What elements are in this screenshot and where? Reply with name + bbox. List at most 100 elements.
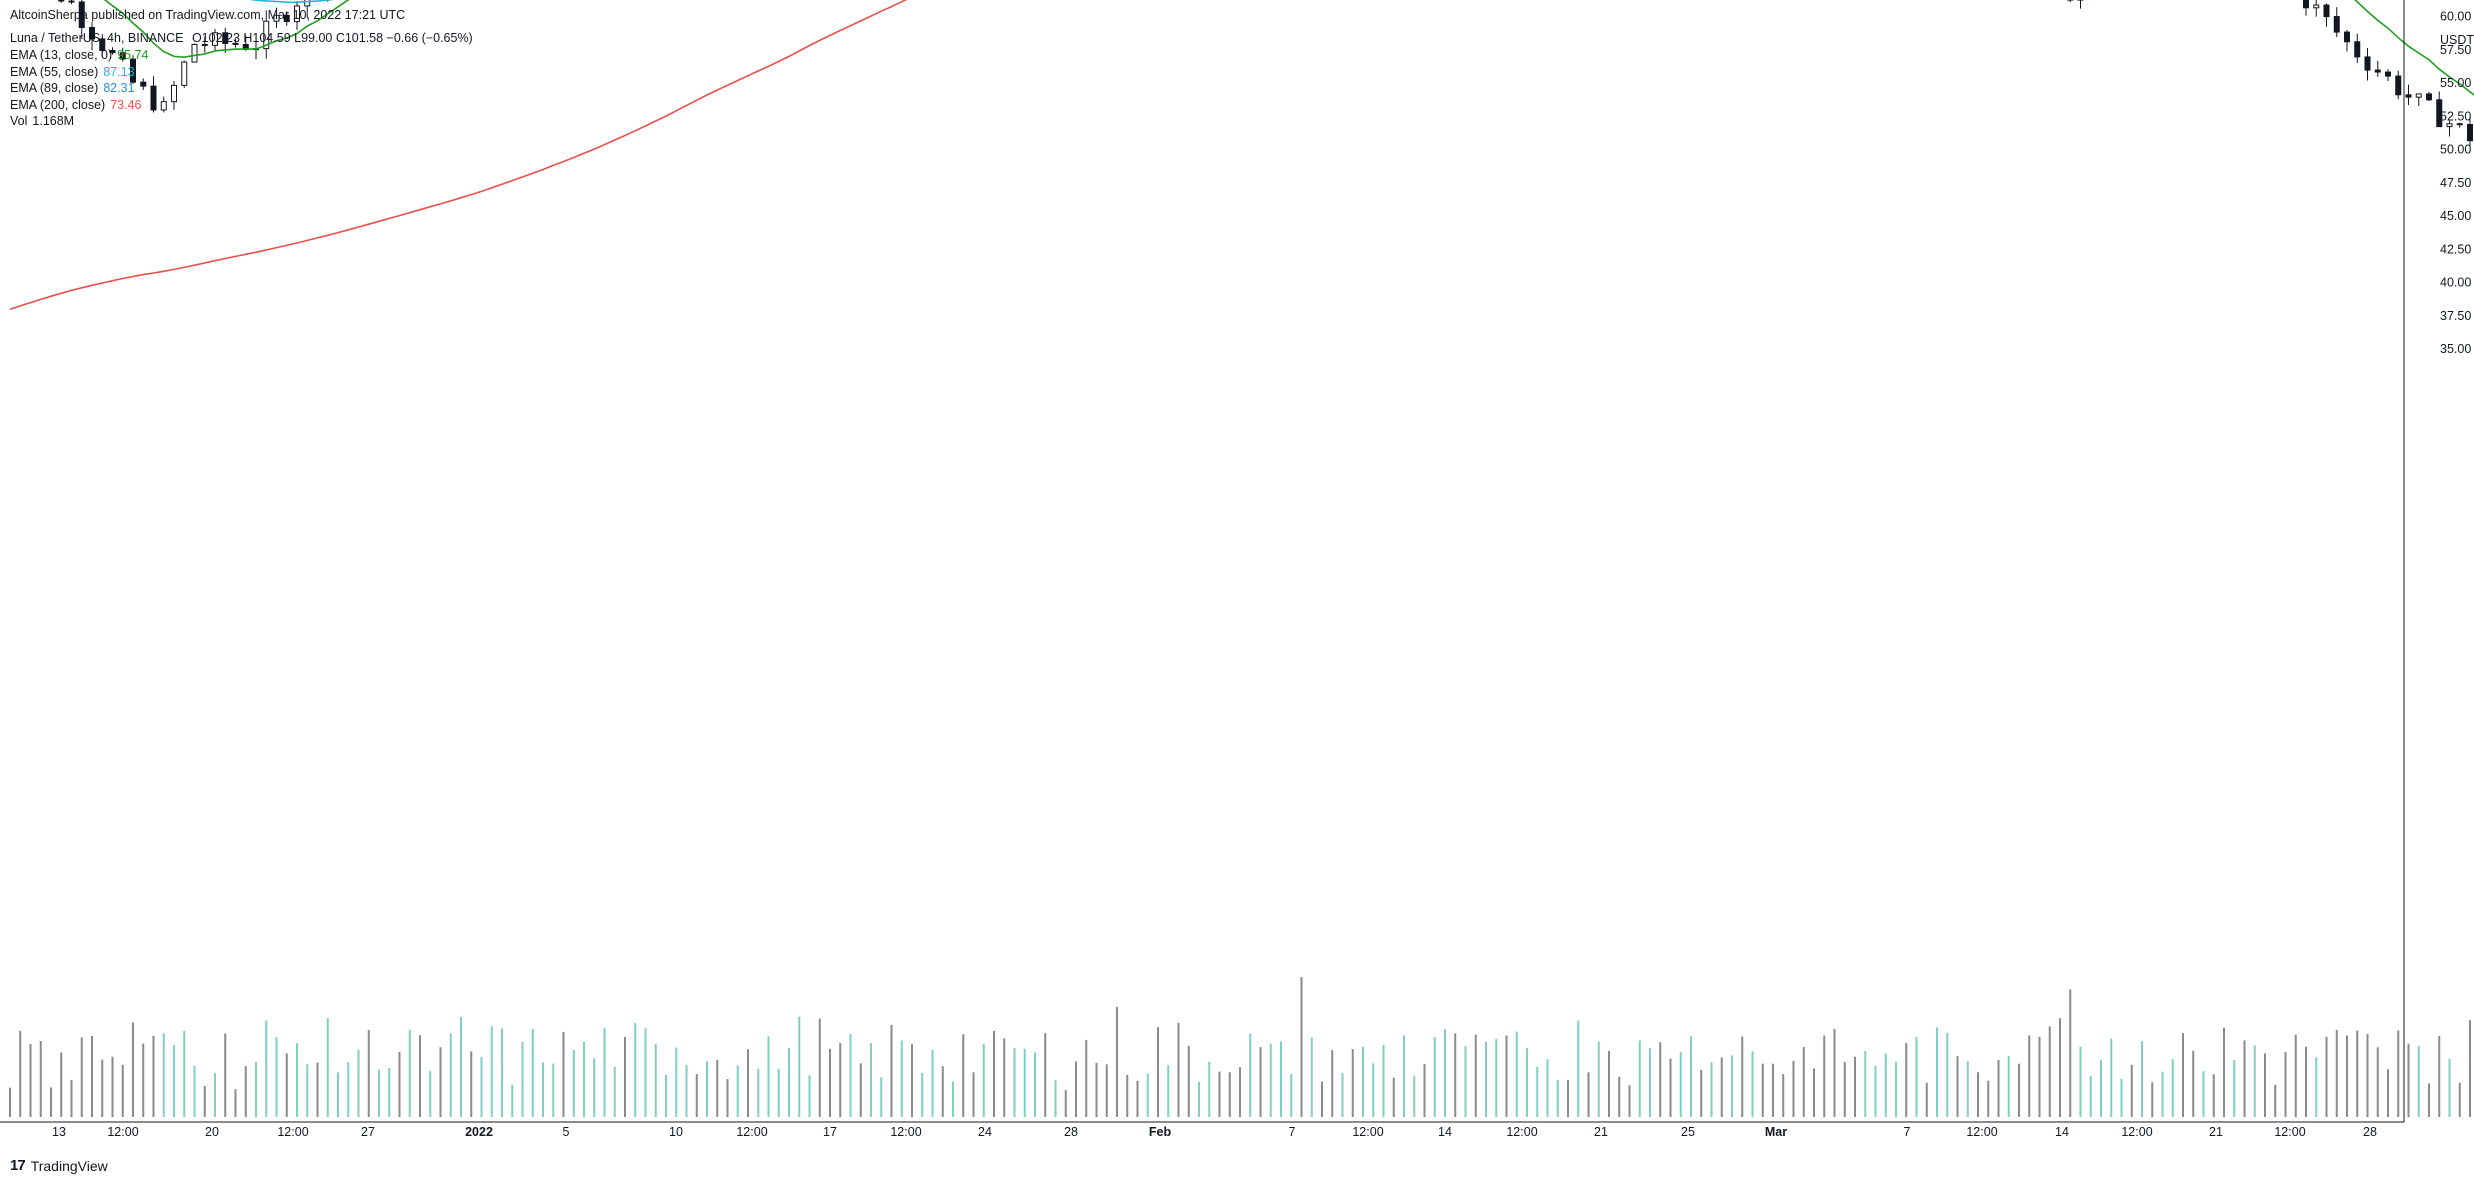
volume-bar [1362, 1046, 1364, 1117]
volume-bar [695, 1074, 698, 1117]
volume-bar [378, 1069, 380, 1117]
volume-bar [1187, 1045, 1190, 1117]
volume-bar [1116, 1006, 1118, 1117]
volume-bar [2346, 1035, 2348, 1117]
volume-bar [624, 1037, 626, 1117]
volume-bar [91, 1035, 93, 1117]
volume-bar [603, 1027, 606, 1117]
candle-body [304, 0, 311, 7]
volume-bar [634, 1023, 637, 1117]
brand-text: TradingView [30, 1157, 108, 1174]
volume-bar [398, 1051, 401, 1117]
volume-bar [798, 1016, 801, 1117]
candle-body [2354, 41, 2361, 58]
volume-bar [2048, 1026, 2051, 1117]
volume-bar [2223, 1027, 2225, 1117]
candle-body [58, 0, 65, 2]
indicator-value: 1.168M [32, 114, 75, 128]
price-tick-label: 52.50 [2440, 109, 2471, 123]
volume-bar [1167, 1065, 1170, 1117]
candle-body [68, 0, 75, 3]
volume-bar [2110, 1038, 2113, 1117]
volume-bar [2151, 1082, 2154, 1117]
volume-bar [542, 1062, 544, 1117]
volume-bar [1813, 1068, 1815, 1117]
tradingview-brand[interactable]: 17 TradingView [10, 1157, 108, 1174]
candle-body [222, 32, 229, 44]
candle-body [212, 32, 218, 46]
time-tick-label: 24 [978, 1125, 992, 1139]
volume-bar [1146, 1073, 1149, 1117]
volume-bar [80, 1037, 83, 1117]
volume-bar [1731, 1055, 1733, 1117]
price-tick-label: 35.00 [2440, 342, 2471, 356]
volume-bar [1679, 1052, 1682, 1117]
volume-bar [2141, 1040, 2143, 1117]
volume-bar [470, 1051, 473, 1117]
indicator-label: EMA (200, close) [10, 97, 106, 112]
volume-bar [296, 1043, 298, 1117]
volume-bar [1895, 1061, 1897, 1117]
price-tick-label: 37.50 [2440, 309, 2471, 323]
volume-bar [2171, 1059, 2174, 1117]
volume-bar [1023, 1048, 1026, 1117]
volume-bar [1372, 1063, 1375, 1117]
indicator-value: 87.13 [103, 64, 135, 79]
time-tick-label: 28 [1064, 1125, 1078, 1139]
volume-bar [849, 1033, 852, 1117]
candlesticks [58, 0, 2473, 147]
publish-info: AltcoinSherpa published on TradingView.c… [10, 8, 406, 22]
volume-bar [859, 1063, 862, 1117]
volume-bar [1392, 1077, 1395, 1117]
volume-bar [2397, 1030, 2400, 1117]
indicator-row[interactable]: EMA (13, close, 0) 95.74 [10, 48, 148, 62]
volume-bar [1413, 1076, 1416, 1117]
candle-body [2303, 0, 2309, 9]
volume-bar [829, 1048, 831, 1117]
volume-bar [1618, 1076, 1621, 1117]
time-tick-label: 12:00 [2121, 1125, 2152, 1139]
volume-bar [1403, 1035, 1405, 1117]
price-axis[interactable]: 115.00112.50110.00107.50105.0097.5095.00… [2339, 0, 2474, 357]
symbol-title[interactable]: Luna / TetherUS, 4h, BINANCE [10, 31, 184, 45]
volume-bar [1915, 1036, 1918, 1117]
candle-body [2426, 93, 2432, 101]
volume-bars [9, 977, 2471, 1117]
volume-bar [962, 1034, 965, 1117]
volume-bar [808, 1075, 811, 1117]
volume-bar [2284, 1052, 2287, 1117]
volume-bar [2253, 1045, 2256, 1117]
volume-bar [367, 1030, 370, 1117]
volume-bar [993, 1030, 995, 1117]
volume-bar [1669, 1058, 1672, 1117]
time-axis[interactable]: 13 12:00 20 12:00 27 2022 5 10 12:00 17 12:00 24 28 F… [52, 1125, 2377, 1139]
indicator-row[interactable]: Vol 1.168M [10, 114, 74, 128]
indicator-row[interactable]: EMA (200, close) 73.46 [10, 98, 141, 112]
tradingview-logo-icon: 17 [10, 1157, 26, 1174]
candle-body [2344, 31, 2350, 43]
volume-bar [1905, 1043, 1908, 1117]
volume-bar [2274, 1084, 2277, 1117]
volume-bar [142, 1043, 145, 1117]
price-tick-label: 55.00 [2440, 76, 2471, 90]
candle-body [2395, 75, 2402, 96]
indicator-row[interactable]: EMA (89, close) 82.31 [10, 81, 135, 95]
candle-body [109, 49, 116, 54]
volume-bar [29, 1044, 32, 1117]
volume-bar [2120, 1078, 2123, 1117]
volume-bar [2448, 1058, 2451, 1117]
volume-bar [1208, 1061, 1211, 1117]
volume-bar [2182, 1033, 2184, 1117]
volume-bar [2305, 1046, 2307, 1117]
volume-bar [1095, 1062, 1098, 1117]
volume-bar [2233, 1060, 2236, 1117]
ema-lines [9, 0, 2474, 311]
candle-body [171, 84, 177, 103]
volume-bar [1577, 1020, 1580, 1117]
volume-bar [173, 1044, 175, 1117]
indicator-row[interactable]: EMA (55, close) 87.13 [10, 65, 135, 79]
volume-bar [2417, 1045, 2420, 1117]
volume-bar [1064, 1090, 1067, 1117]
